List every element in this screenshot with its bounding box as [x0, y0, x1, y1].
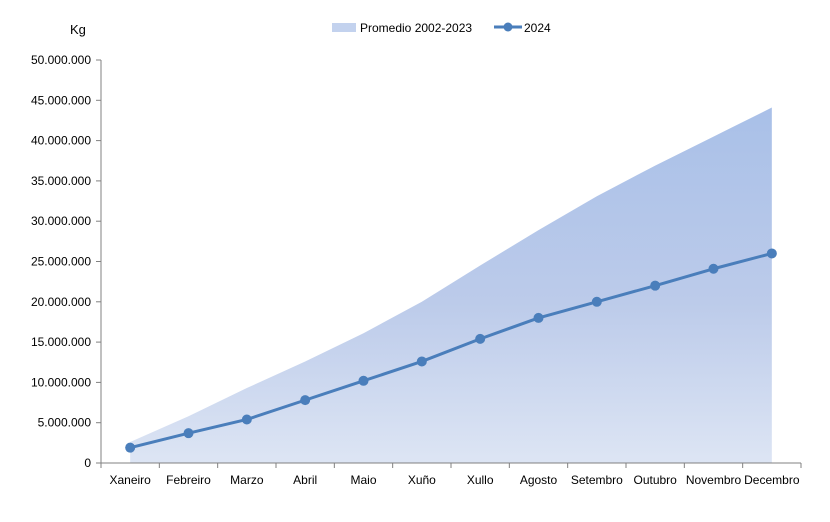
x-tick-label: Xuño — [408, 473, 436, 487]
legend-label-average: Promedio 2002-2023 — [360, 21, 472, 35]
line-2024 — [129, 251, 773, 450]
legend-swatch-average — [332, 23, 356, 32]
y-tick-label: 25.000.000 — [31, 255, 91, 269]
x-tick-label: Xaneiro — [109, 473, 151, 487]
data-point-2024 — [708, 263, 719, 274]
y-axis-unit-label: Kg — [70, 22, 86, 37]
x-tick-label: Febreiro — [166, 473, 211, 487]
data-point-2024 — [300, 395, 311, 406]
x-tick-label: Decembro — [744, 473, 800, 487]
y-tick-label: 5.000.000 — [38, 416, 92, 430]
y-tick-label: 20.000.000 — [31, 295, 91, 309]
legend-label-2024: 2024 — [524, 21, 551, 35]
y-tick-label: 35.000.000 — [31, 174, 91, 188]
data-point-2024 — [241, 414, 252, 425]
data-point-2024 — [475, 333, 486, 344]
data-point-2024 — [358, 375, 369, 386]
x-tick-label: Marzo — [230, 473, 264, 487]
y-tick-label: 15.000.000 — [31, 335, 91, 349]
y-tick-label: 50.000.000 — [31, 53, 91, 67]
data-point-2024 — [183, 428, 194, 439]
x-tick-label: Agosto — [520, 473, 558, 487]
data-point-2024 — [650, 280, 661, 291]
x-tick-label: Abril — [293, 473, 317, 487]
data-point-2024 — [533, 312, 544, 323]
y-tick-label: 10.000.000 — [31, 375, 91, 389]
x-axis: Xaneiro Febreiro Marzo Abril Maio Xuño Xullo Ag… — [100, 462, 802, 487]
y-tick-label: 30.000.000 — [31, 214, 91, 228]
data-point-2024 — [591, 296, 602, 307]
x-tick-label: Setembro — [571, 473, 623, 487]
data-point-2024 — [766, 248, 777, 259]
x-tick-label: Xullo — [467, 473, 494, 487]
y-tick-label: 45.000.000 — [31, 93, 91, 107]
area-average — [130, 107, 772, 463]
markers-2024 — [125, 248, 777, 453]
legend: Promedio 2002-2023 2024 — [332, 21, 551, 35]
x-tick-label: Outubro — [633, 473, 677, 487]
y-tick-label: 0 — [84, 456, 91, 470]
legend-marker-2024 — [503, 22, 513, 32]
data-point-2024 — [125, 442, 136, 453]
x-tick-label: Maio — [350, 473, 376, 487]
y-tick-label: 40.000.000 — [31, 134, 91, 148]
data-point-2024 — [416, 356, 427, 367]
y-axis: 0 5.000.000 10.000.000 15.000.000 20.000.000… — [31, 53, 102, 470]
x-tick-label: Novembro — [686, 473, 742, 487]
